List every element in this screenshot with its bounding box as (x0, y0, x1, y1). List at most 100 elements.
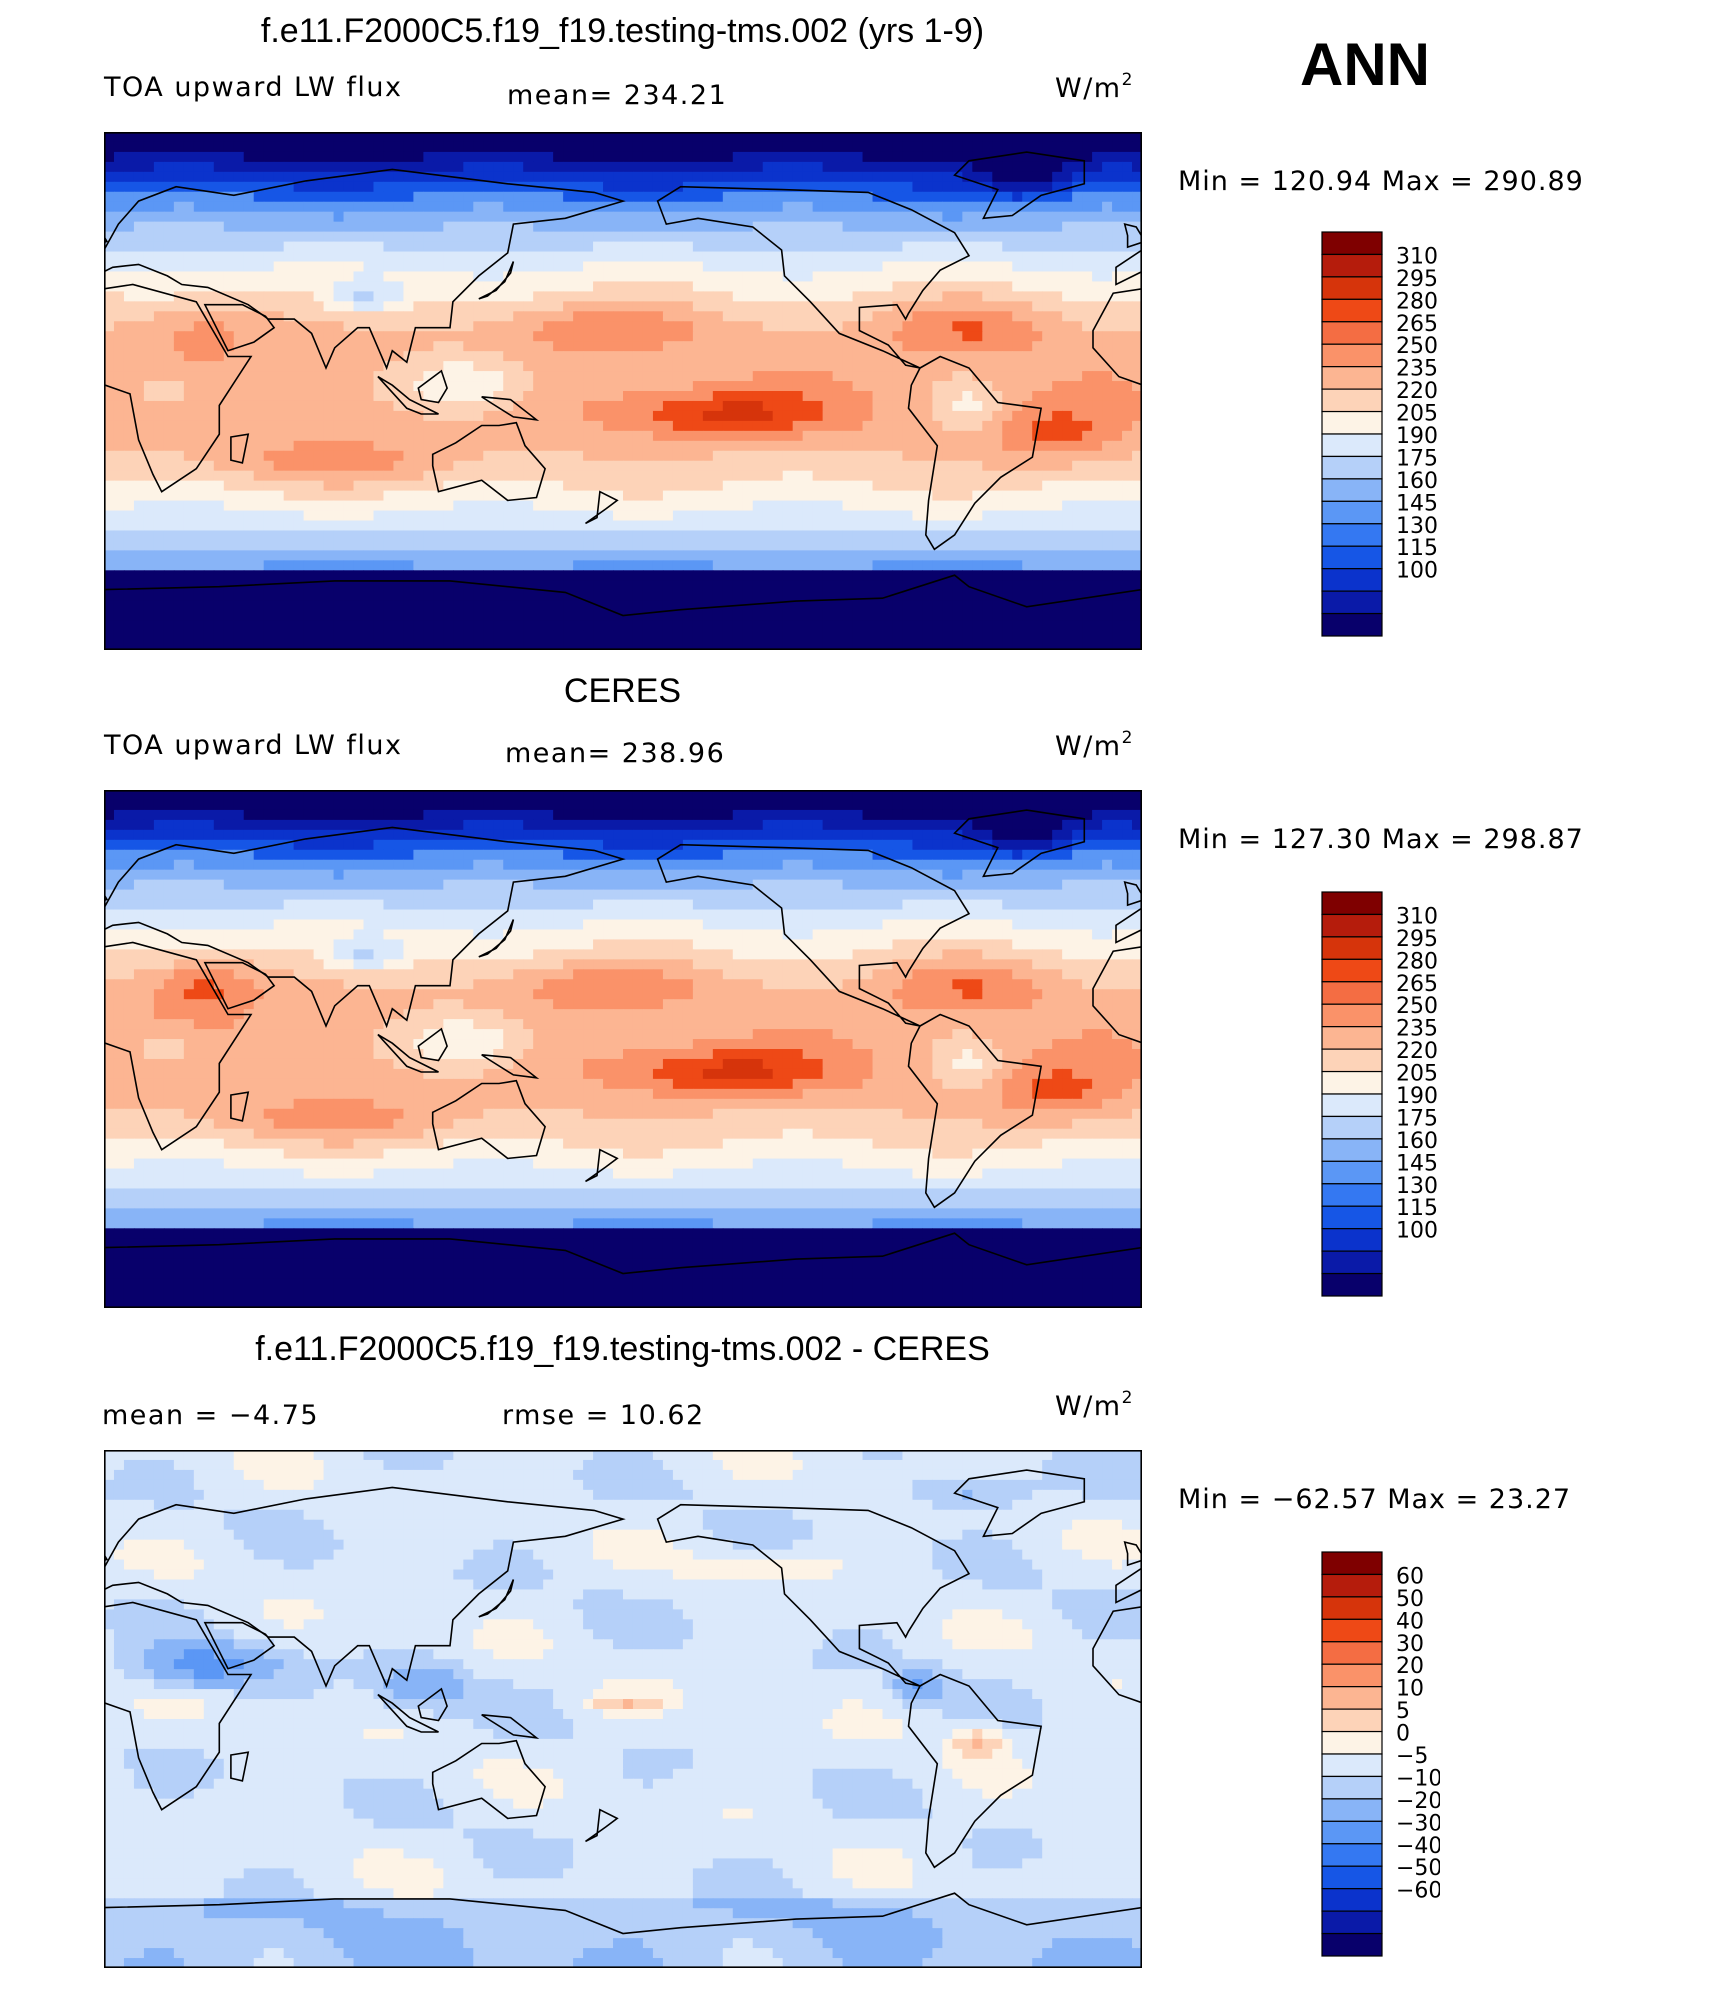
field-cell (852, 440, 864, 452)
field-cell (902, 361, 914, 372)
field-cell (742, 590, 754, 601)
field-cell (1132, 191, 1142, 203)
field-cell (303, 460, 315, 472)
field-cell (383, 470, 395, 482)
field-cell (782, 391, 794, 402)
field-cell (852, 341, 864, 352)
field-cell (1112, 560, 1123, 571)
field-cell (822, 520, 834, 532)
field-cell (503, 161, 514, 173)
field-cell (1132, 550, 1142, 561)
field-cell (303, 480, 315, 492)
field-cell (113, 540, 125, 551)
field-cell (742, 181, 754, 193)
field-cell (483, 600, 494, 611)
field-cell (842, 241, 854, 253)
field-cell (473, 151, 484, 163)
field-cell (293, 500, 305, 512)
field-cell (273, 251, 285, 263)
field-cell (702, 151, 714, 163)
field-cell (323, 470, 335, 482)
field-cell (982, 241, 993, 253)
field-cell (1052, 550, 1063, 561)
field-cell (862, 201, 874, 213)
field-cell (313, 351, 325, 362)
field-cell (1022, 520, 1033, 532)
field-cell (1062, 590, 1073, 601)
field-cell (962, 191, 973, 203)
field-cell (712, 311, 724, 322)
field-cell (792, 580, 804, 591)
field-cell (662, 311, 674, 322)
field-cell (732, 510, 744, 522)
field-cell (153, 381, 165, 392)
field-cell (642, 321, 654, 332)
field-cell (1032, 530, 1043, 542)
field-cell (1032, 440, 1043, 452)
field-cell (573, 570, 584, 581)
field-cell (772, 211, 784, 223)
field-cell (832, 470, 844, 482)
field-cell (293, 520, 305, 532)
field-cell (513, 480, 524, 492)
field-cell (613, 241, 624, 253)
field-cell (902, 241, 914, 253)
field-cell (223, 510, 235, 522)
field-cell (213, 171, 225, 183)
field-cell (173, 171, 185, 183)
field-cell (922, 420, 933, 432)
field-cell (752, 351, 764, 362)
field-cell (762, 480, 774, 492)
field-cell (662, 211, 674, 223)
field-cell (922, 410, 933, 422)
field-cell (433, 171, 444, 183)
field-cell (1092, 580, 1103, 591)
field-cell (722, 440, 734, 452)
field-cell (373, 151, 385, 163)
field-cell (193, 132, 205, 143)
field-cell (263, 600, 275, 611)
field-cell (872, 201, 884, 213)
field-cell (732, 201, 744, 213)
field-cell (523, 391, 534, 402)
field-cell (912, 371, 924, 382)
field-cell (303, 351, 315, 362)
field-cell (702, 241, 714, 253)
field-cell (493, 440, 504, 452)
field-cell (413, 301, 424, 312)
field-cell (962, 460, 973, 472)
field-cell (992, 480, 1003, 492)
field-cell (104, 510, 115, 522)
field-cell (922, 530, 933, 542)
field-cell (503, 291, 514, 302)
field-cell (213, 490, 225, 502)
field-cell (1092, 450, 1103, 462)
field-cell (413, 311, 424, 322)
field-cell (952, 351, 963, 362)
field-cell (992, 450, 1003, 462)
field-cell (762, 311, 774, 322)
field-cell (862, 141, 874, 153)
field-cell (772, 311, 784, 322)
field-cell (1072, 590, 1083, 601)
field-cell (932, 251, 943, 263)
field-cell (922, 161, 933, 173)
field-cell (942, 361, 953, 372)
field-cell (443, 191, 454, 203)
field-cell (583, 420, 594, 432)
field-cell (503, 450, 514, 462)
field-cell (932, 311, 943, 322)
field-cell (632, 420, 644, 432)
field-cell (123, 351, 135, 362)
field-cell (902, 321, 914, 332)
field-cell (882, 181, 894, 193)
field-cell (1012, 400, 1023, 412)
field-cell (1032, 251, 1043, 263)
field-cell (223, 211, 235, 223)
field-cell (732, 590, 744, 601)
field-cell (632, 490, 644, 502)
field-cell (812, 341, 824, 352)
field-cell (1122, 191, 1133, 203)
field-cell (692, 361, 704, 372)
field-cell (982, 450, 993, 462)
